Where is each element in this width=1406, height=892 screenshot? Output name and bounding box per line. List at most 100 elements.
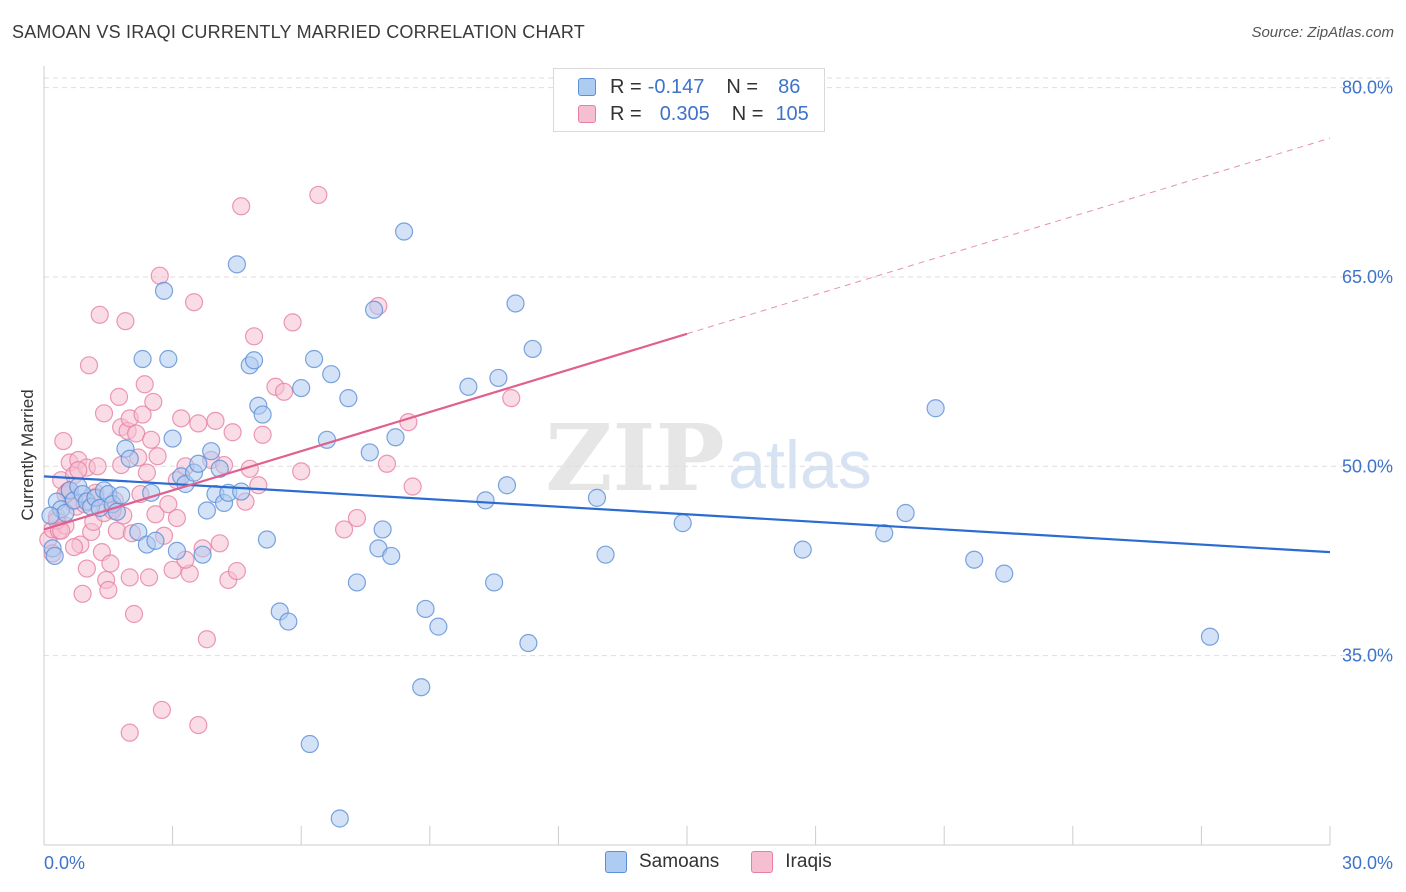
iraqi-point [133,405,152,424]
samoan-point [189,454,208,473]
samoan-point [45,546,64,566]
iraqi-point [377,454,397,473]
samoan-point [506,294,525,313]
samoans-trend-line [43,475,1331,554]
samoan-point [232,482,251,501]
samoan-point [197,501,216,520]
legend-r-value: -0.147 [647,75,705,98]
samoan-point [112,486,131,505]
iraqi-point [227,561,246,581]
iraqi-swatch [751,851,774,873]
iraqi-point [77,559,96,578]
legend-item-iraqis[interactable]: Iraqis [751,851,832,873]
samoan-point [339,389,358,408]
samoan-point [300,734,319,754]
samoan-point [673,514,692,533]
samoan-point [253,405,272,424]
samoan-point [373,520,392,539]
legend-r-label: R = [610,102,642,125]
iraqi-point [124,604,144,624]
samoan-point [154,281,174,300]
samoan-point [364,300,384,319]
source-label: Source: ZipAtlas.com [1251,24,1394,41]
iraqi-point [309,185,328,205]
samoan-point [995,564,1014,583]
iraqi-point [152,700,171,720]
samoan-point [193,545,212,564]
iraqi-point [274,382,294,401]
samoan-point [429,617,448,636]
samoan-swatch [605,851,627,873]
legend-n-label: N = [731,102,764,125]
iraqis-trend-extension [686,137,1331,335]
samoan-point [322,365,341,384]
samoan-point [347,573,367,592]
samoan-point [485,573,504,592]
samoan-point [244,351,264,370]
samoan-point [257,530,277,549]
samoan-point [926,399,945,418]
iraqi-point [163,560,182,579]
iraqi-point [79,356,99,375]
samoan-point [412,678,431,697]
legend-item-samoans[interactable]: Samoans [605,851,719,873]
samoan-point [120,449,139,468]
samoan-point [330,809,349,828]
iraqi-point [54,431,73,451]
iraqi-point [142,430,161,449]
iraqi-point [172,409,191,428]
samoan-point [596,545,615,564]
iraqi-point [144,392,163,412]
legend-row-iraqis: R = 0.305 N = 105 [578,103,809,125]
iraqi-point [107,521,126,540]
legend-iraqis-label: Iraqis [785,851,832,872]
samoan-point [382,546,401,566]
iraqi-point [403,477,422,496]
iraqi-swatch [578,105,596,123]
iraqi-point [101,554,120,573]
legend-samoans-label: Samoans [639,851,720,872]
iraqi-point [120,723,139,742]
samoan-point [793,540,812,559]
iraqi-point [184,293,204,312]
x-tick-label: 30.0% [1342,853,1393,873]
watermark-zip: ZIP [545,404,724,512]
iraqi-point [292,462,311,481]
samoan-point [1200,627,1220,646]
legend-n-value: 86 [778,75,801,98]
y-tick-label: 35.0% [1342,646,1393,666]
samoan-point [497,476,517,495]
iraqi-point [210,534,229,553]
samoan-point [202,442,221,461]
iraqi-point [69,460,88,480]
iraqi-point [244,327,264,346]
samoan-point [459,377,478,396]
samoan-point [386,428,405,447]
iraqi-point [189,715,208,735]
iraqi-point [249,476,268,495]
iraqi-point [135,375,154,394]
samoan-point [292,378,311,398]
iraqi-point [148,447,167,466]
legend-n-label: N = [726,75,759,98]
samoan-point [523,339,542,359]
iraqi-point [73,584,92,603]
iraqi-point [223,423,242,442]
samoan-point [875,524,894,543]
chart-title: SAMOAN VS IRAQI CURRENTLY MARRIED CORREL… [12,22,585,42]
iraqi-point [64,537,84,557]
iraqi-point [283,313,302,332]
series-legend: Samoans Iraqis [605,851,864,873]
samoan-point [227,255,246,274]
iraqi-point [197,630,216,649]
y-axis-label: Currently Married [18,389,37,521]
y-tick-label: 65.0% [1342,267,1393,287]
legend-row-samoans: R = -0.147 N = 86 [578,76,800,98]
iraqi-point [99,580,118,600]
samoan-point [476,491,495,510]
samoan-point [304,349,324,369]
iraqi-point [347,508,367,528]
iraqi-point [334,520,354,539]
y-tick-label: 50.0% [1342,456,1393,476]
